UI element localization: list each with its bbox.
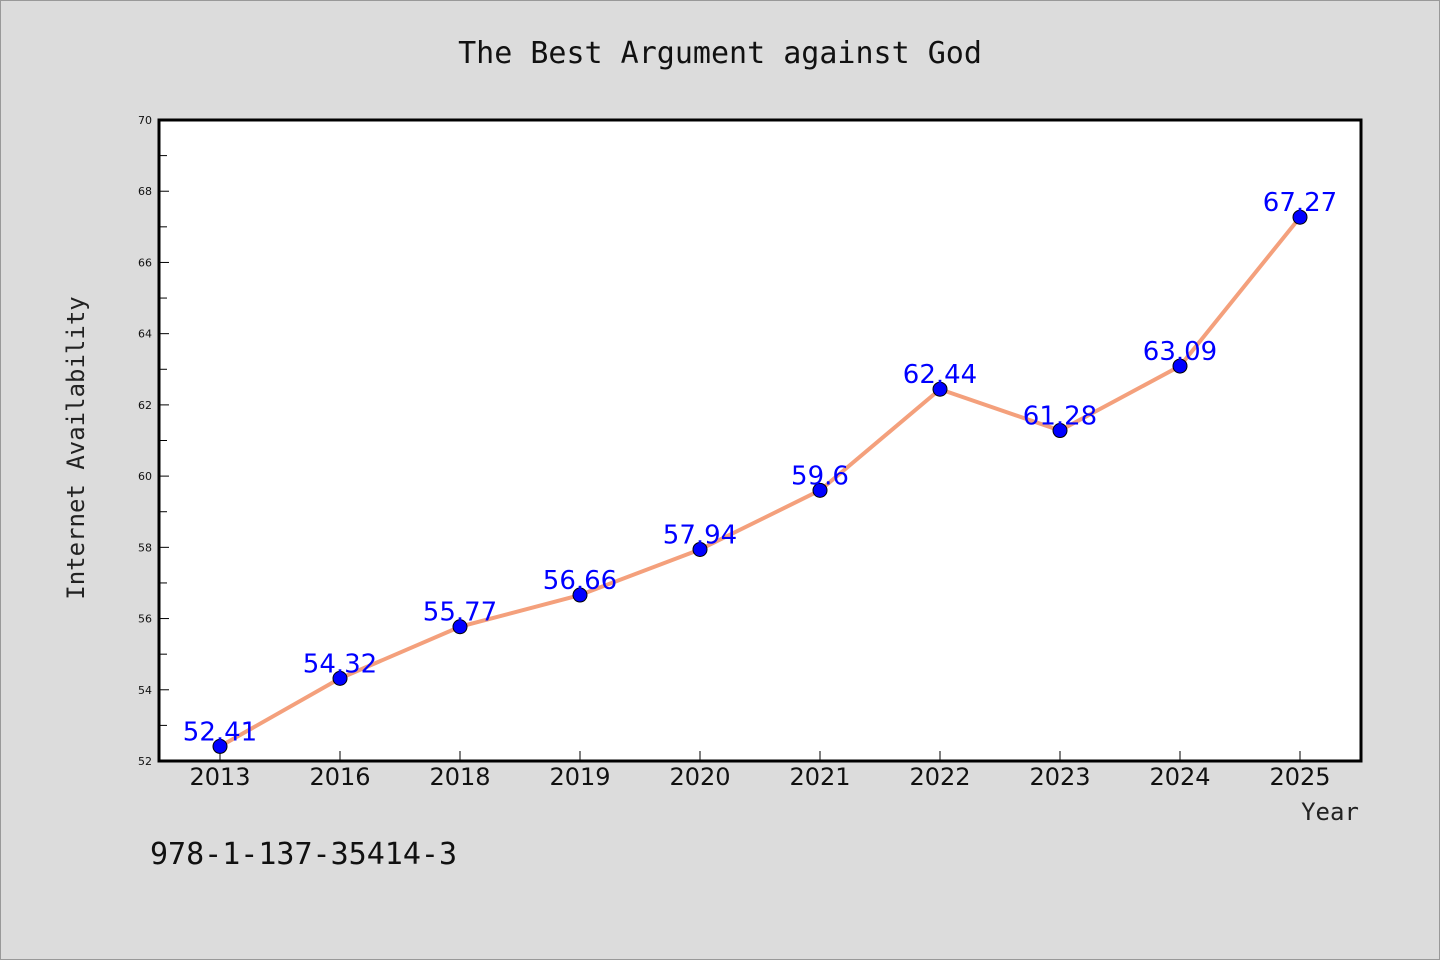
- data-point: [452, 619, 468, 635]
- x-axis: 2013 2016 2018 2019 2020 2021 2022 2023 2024 2025: [189, 751, 1331, 791]
- x-tick-label: 2021: [789, 763, 850, 791]
- data-label: 52.41: [183, 717, 257, 747]
- x-tick-label: 2016: [309, 763, 370, 791]
- y-tick-label: 64: [138, 328, 152, 341]
- data-point: [812, 482, 828, 498]
- data-label: 55.77: [423, 598, 497, 628]
- data-label: 59.6: [791, 461, 849, 491]
- x-tick-label: 2019: [549, 763, 610, 791]
- x-tick-label: 2023: [1029, 763, 1090, 791]
- data-point: [212, 738, 228, 754]
- data-point: [932, 381, 948, 397]
- x-tick-label: 2018: [429, 763, 490, 791]
- x-tick-label: 2022: [909, 763, 970, 791]
- y-tick-label: 62: [138, 399, 152, 412]
- y-tick-label: 60: [138, 470, 152, 483]
- x-tick-label: 2013: [189, 763, 250, 791]
- y-tick-label: 70: [138, 114, 152, 127]
- data-point: [1292, 209, 1308, 225]
- data-label: 54.32: [303, 649, 377, 679]
- data-point: [332, 670, 348, 686]
- y-tick-label: 56: [138, 613, 152, 626]
- y-tick-label: 68: [138, 185, 152, 198]
- plot-area: [157, 118, 1363, 763]
- x-tick-label: 2020: [669, 763, 730, 791]
- y-axis-label: Internet Availability: [62, 296, 90, 599]
- data-label: 57.94: [663, 520, 737, 550]
- y-tick-label: 52: [138, 755, 152, 768]
- chart-title: The Best Argument against God: [458, 36, 982, 71]
- y-tick-label: 54: [138, 684, 152, 697]
- y-tick-label: 66: [138, 256, 152, 269]
- data-point: [1172, 358, 1188, 374]
- series-line: [219, 215, 1302, 749]
- data-point: [572, 587, 588, 603]
- y-tick-label: 58: [138, 541, 152, 554]
- data-label: 61.28: [1023, 402, 1097, 432]
- x-axis-label: Year: [1301, 798, 1359, 826]
- x-tick-label: 2025: [1269, 763, 1330, 791]
- data-label: 67.27: [1263, 188, 1337, 218]
- x-tick-label: 2024: [1149, 763, 1210, 791]
- data-label: 56.66: [543, 566, 617, 596]
- data-label: 62.44: [903, 360, 977, 390]
- data-point: [1052, 423, 1068, 439]
- series-group: [212, 209, 1308, 754]
- data-label: 63.09: [1143, 337, 1217, 367]
- data-labels: 52.41 54.32 55.77 56.66 57.94 59.6 62.44 61.28 6…: [183, 188, 1337, 747]
- data-point: [692, 541, 708, 557]
- footer-isbn: 978-1-137-35414-3: [150, 837, 457, 872]
- y-axis: 52 54 56 58 60 62 64 66 68 70: [138, 114, 169, 768]
